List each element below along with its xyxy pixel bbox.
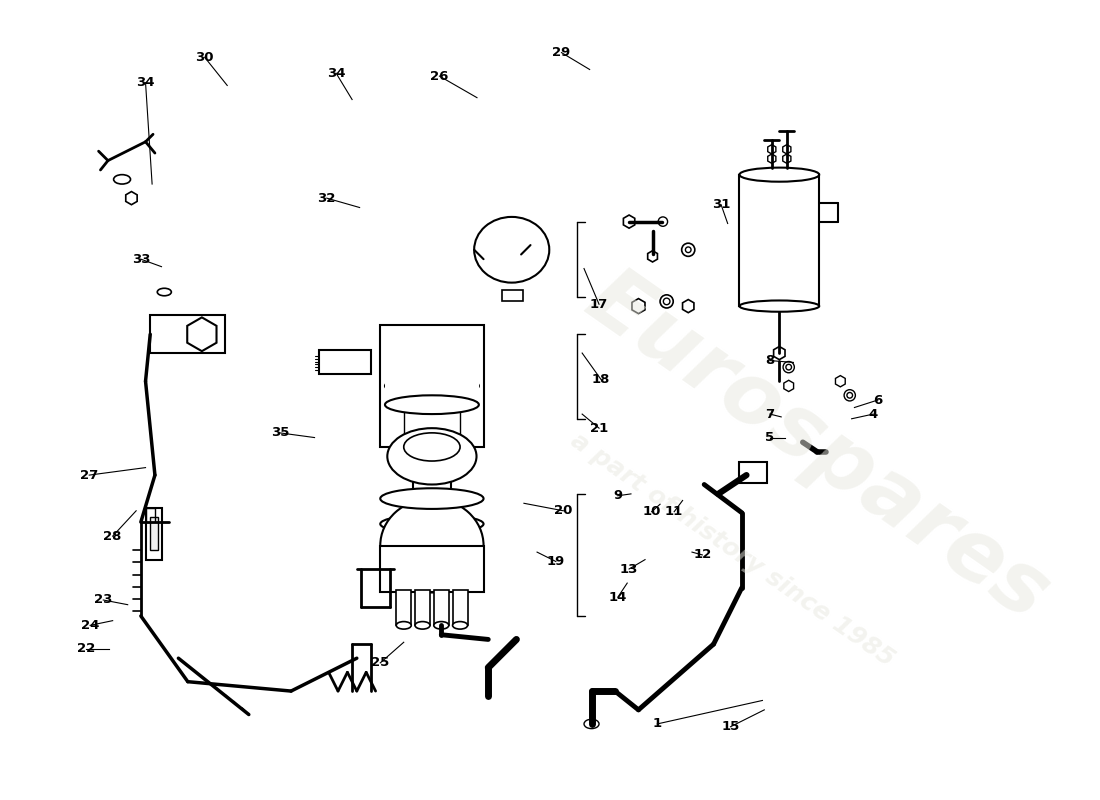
Bar — [385, 358, 478, 405]
Text: a part of history since 1985: a part of history since 1985 — [566, 429, 899, 672]
Text: 31: 31 — [712, 198, 730, 211]
Bar — [432, 522, 438, 536]
Bar — [398, 522, 404, 536]
Text: 28: 28 — [103, 530, 122, 542]
Ellipse shape — [404, 433, 460, 461]
Ellipse shape — [474, 217, 549, 282]
Circle shape — [685, 247, 691, 253]
Ellipse shape — [739, 301, 820, 312]
Ellipse shape — [452, 622, 468, 629]
Bar — [449, 522, 454, 536]
Bar — [145, 508, 163, 560]
Text: 5: 5 — [766, 431, 774, 444]
Text: 14: 14 — [608, 590, 627, 604]
Text: 33: 33 — [132, 253, 150, 266]
Bar — [440, 522, 446, 536]
Circle shape — [785, 364, 792, 370]
Bar — [396, 590, 411, 626]
Text: 8: 8 — [766, 354, 774, 367]
Circle shape — [844, 390, 856, 401]
Text: 22: 22 — [77, 642, 96, 655]
Bar — [415, 522, 420, 536]
Bar — [433, 590, 449, 626]
Text: 13: 13 — [620, 562, 638, 575]
Text: 34: 34 — [327, 66, 345, 80]
Text: 6: 6 — [873, 394, 882, 406]
Text: 9: 9 — [614, 490, 623, 502]
Text: 24: 24 — [81, 619, 99, 632]
Bar — [319, 350, 371, 374]
Text: 25: 25 — [371, 657, 389, 670]
Text: 30: 30 — [196, 50, 213, 64]
Text: 1: 1 — [652, 718, 662, 730]
Text: 20: 20 — [554, 504, 572, 518]
Text: 18: 18 — [592, 373, 611, 386]
Text: 29: 29 — [552, 46, 571, 59]
Circle shape — [663, 298, 670, 305]
Text: 21: 21 — [590, 422, 608, 434]
Ellipse shape — [385, 377, 478, 395]
Bar — [452, 590, 468, 626]
Bar — [458, 522, 463, 536]
Ellipse shape — [395, 536, 470, 551]
Text: 35: 35 — [271, 426, 289, 439]
Text: 7: 7 — [766, 407, 774, 421]
Bar — [739, 174, 820, 306]
Ellipse shape — [584, 719, 600, 729]
Bar — [151, 315, 226, 353]
Bar — [407, 522, 412, 536]
Bar — [414, 447, 451, 522]
Text: Eurospares: Eurospares — [570, 257, 1064, 638]
Circle shape — [783, 362, 794, 373]
Text: 10: 10 — [642, 506, 661, 518]
Text: 23: 23 — [95, 594, 112, 606]
Bar — [381, 325, 484, 447]
Bar — [151, 518, 157, 550]
Circle shape — [847, 393, 852, 398]
Text: 32: 32 — [318, 192, 336, 205]
Bar — [415, 590, 430, 626]
Text: 34: 34 — [136, 76, 155, 89]
Ellipse shape — [381, 488, 484, 509]
Text: 4: 4 — [869, 407, 878, 421]
Circle shape — [660, 295, 673, 308]
Bar — [739, 462, 767, 482]
Bar — [404, 382, 460, 438]
Bar — [381, 546, 484, 593]
Ellipse shape — [381, 498, 484, 593]
Ellipse shape — [739, 168, 820, 182]
Circle shape — [658, 217, 668, 226]
Bar — [389, 522, 395, 536]
Bar — [424, 522, 429, 536]
Ellipse shape — [415, 622, 430, 629]
Ellipse shape — [381, 514, 484, 534]
Ellipse shape — [396, 622, 411, 629]
Text: 15: 15 — [722, 720, 739, 734]
Ellipse shape — [113, 174, 131, 184]
Ellipse shape — [433, 622, 449, 629]
Text: 27: 27 — [80, 469, 98, 482]
Bar — [503, 290, 522, 302]
Bar — [465, 522, 471, 536]
Text: 17: 17 — [590, 298, 608, 310]
Text: 19: 19 — [547, 555, 565, 568]
Text: 12: 12 — [693, 549, 712, 562]
Ellipse shape — [404, 539, 460, 548]
Ellipse shape — [385, 395, 478, 414]
Circle shape — [682, 243, 695, 256]
Ellipse shape — [387, 428, 476, 485]
Text: 26: 26 — [430, 70, 449, 82]
Ellipse shape — [157, 288, 172, 296]
Text: 11: 11 — [666, 506, 683, 518]
